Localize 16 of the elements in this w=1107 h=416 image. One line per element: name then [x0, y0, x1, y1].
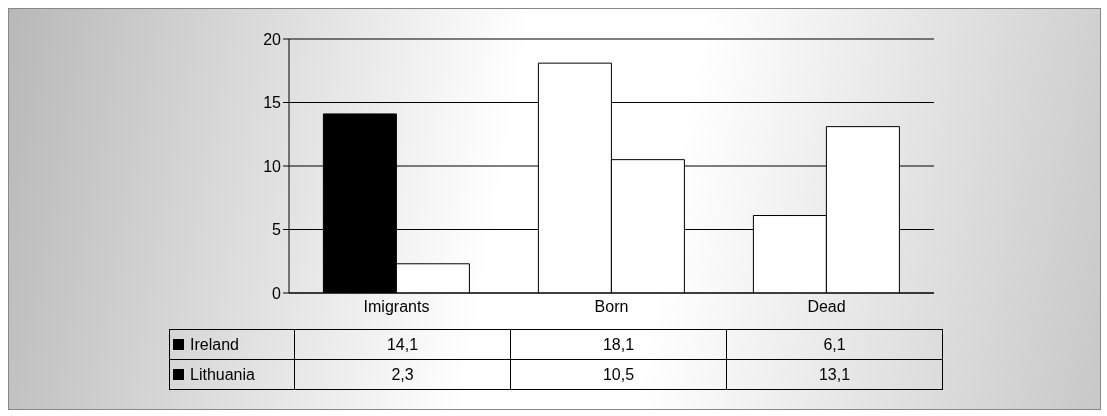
data-label: 6,1 — [726, 329, 943, 360]
data-label: 14,1 — [294, 329, 511, 360]
data-label: 18,1 — [510, 329, 727, 360]
y-tick-label: 20 — [263, 30, 282, 48]
y-tick-label: 5 — [272, 221, 282, 239]
legend-label: Ireland — [169, 329, 295, 360]
data-label: 2,3 — [294, 359, 511, 390]
x-tick-label: Imigrants — [363, 298, 430, 316]
x-tick-label: Born — [594, 298, 629, 316]
x-tick-label: Dead — [807, 298, 846, 316]
data-label: 13,1 — [726, 359, 943, 390]
y-tick-label: 10 — [263, 157, 282, 175]
y-tick-label: 15 — [263, 94, 282, 112]
legend-label: Lithuania — [169, 359, 295, 390]
y-tick-label: 0 — [272, 284, 282, 302]
data-label: 10,5 — [510, 359, 727, 390]
